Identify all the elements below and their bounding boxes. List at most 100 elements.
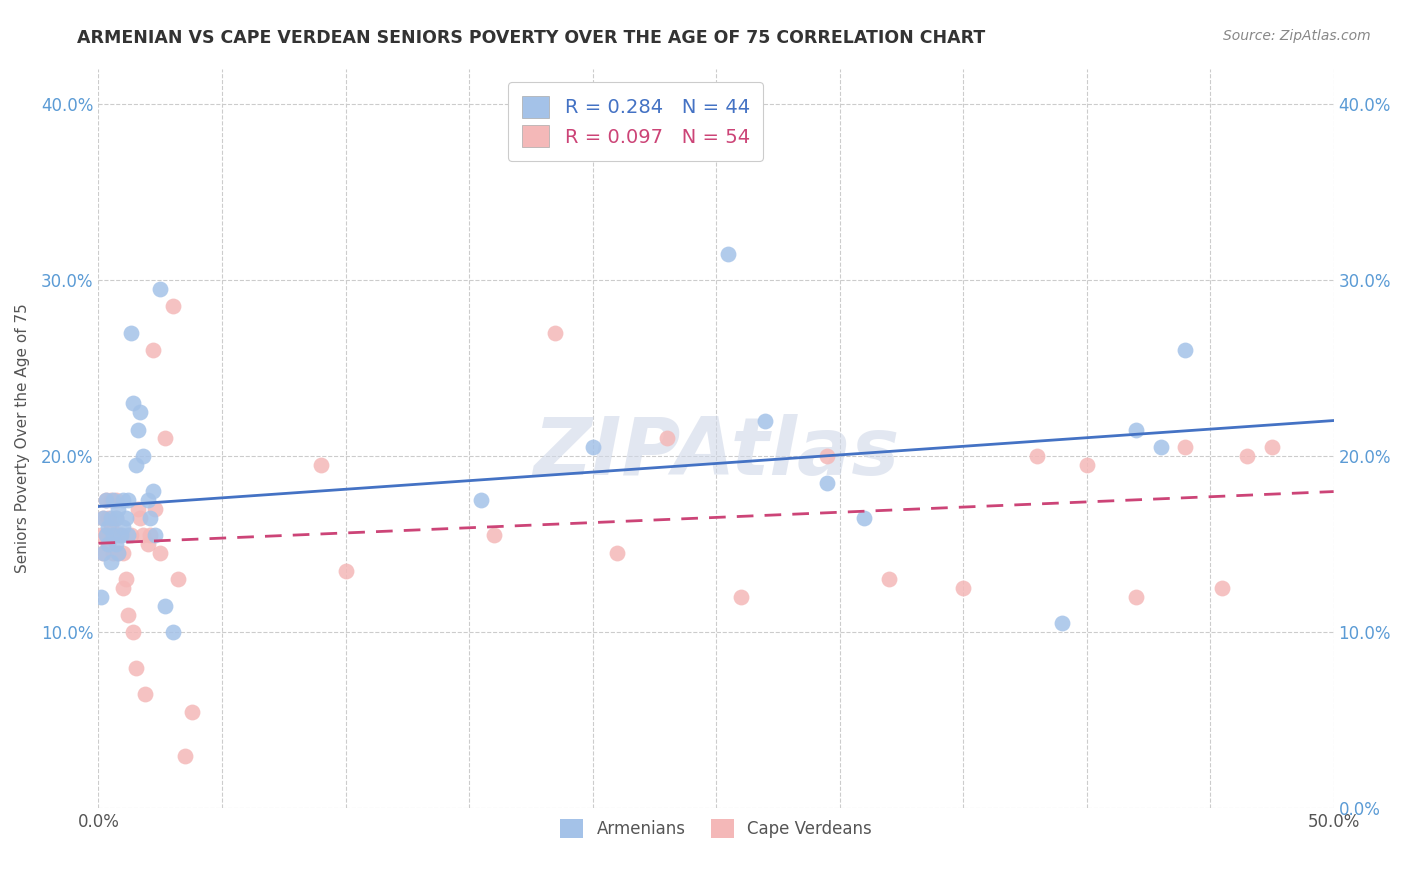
Point [93, 510, 115, 524]
Point [181, 705, 204, 719]
Point [143, 502, 166, 516]
Point [162, 299, 184, 313]
Point [103, 493, 125, 508]
Point [93, 546, 115, 560]
Point [110, 528, 132, 542]
Point [1174, 343, 1197, 358]
Point [107, 502, 129, 516]
Point [1150, 440, 1173, 454]
Point [100, 555, 122, 569]
Point [103, 546, 125, 560]
Point [717, 246, 740, 260]
Point [853, 510, 876, 524]
Point [117, 493, 139, 508]
Point [124, 660, 146, 674]
Point [309, 458, 332, 472]
Point [94, 493, 117, 508]
Point [1125, 590, 1147, 604]
Point [112, 519, 135, 533]
Point [166, 573, 188, 587]
Point [117, 607, 139, 622]
Point [112, 493, 135, 508]
Point [97, 519, 120, 533]
Point [94, 528, 117, 542]
Point [110, 528, 132, 542]
Point [94, 493, 117, 508]
Point [952, 581, 974, 595]
Point [104, 510, 127, 524]
Point [153, 599, 176, 613]
Point [93, 546, 115, 560]
Point [136, 493, 159, 508]
Point [335, 564, 357, 578]
Point [143, 528, 166, 542]
Point [655, 432, 678, 446]
Point [120, 528, 142, 542]
Point [97, 537, 120, 551]
Point [174, 748, 197, 763]
Point [730, 590, 752, 604]
Point [877, 573, 900, 587]
Point [754, 414, 776, 428]
Point [1261, 440, 1284, 454]
Point [139, 510, 162, 524]
Point [112, 581, 135, 595]
Point [103, 528, 125, 542]
Point [104, 510, 127, 524]
Point [122, 396, 145, 410]
Point [129, 510, 152, 524]
Point [132, 449, 155, 463]
Point [606, 546, 628, 560]
Text: ZIPAtlas: ZIPAtlas [533, 414, 900, 492]
Point [97, 510, 120, 524]
Point [93, 510, 115, 524]
Point [1076, 458, 1098, 472]
Point [815, 449, 838, 463]
Point [132, 528, 155, 542]
Point [544, 326, 567, 340]
Point [162, 625, 184, 640]
Point [1236, 449, 1258, 463]
Y-axis label: Seniors Poverty Over the Age of 75: Seniors Poverty Over the Age of 75 [15, 303, 30, 574]
Point [117, 528, 139, 542]
Point [124, 458, 146, 472]
Point [129, 405, 152, 419]
Point [90, 590, 112, 604]
Point [127, 423, 149, 437]
Point [815, 475, 838, 490]
Point [100, 493, 122, 508]
Point [153, 432, 176, 446]
Point [470, 493, 492, 508]
Point [112, 546, 135, 560]
Legend: Armenians, Cape Verdeans: Armenians, Cape Verdeans [554, 812, 879, 845]
Point [104, 537, 127, 551]
Point [114, 573, 136, 587]
Point [1125, 423, 1147, 437]
Point [122, 625, 145, 640]
Point [1211, 581, 1233, 595]
Point [1026, 449, 1049, 463]
Point [1050, 616, 1073, 631]
Point [97, 537, 120, 551]
Point [107, 528, 129, 542]
Point [107, 546, 129, 560]
Point [94, 528, 117, 542]
Point [482, 528, 505, 542]
Point [581, 440, 603, 454]
Point [104, 493, 127, 508]
Point [142, 343, 165, 358]
Point [107, 546, 129, 560]
Point [149, 282, 172, 296]
Point [136, 537, 159, 551]
Point [100, 510, 122, 524]
Point [127, 502, 149, 516]
Point [114, 510, 136, 524]
Point [142, 484, 165, 499]
Point [103, 528, 125, 542]
Point [134, 687, 156, 701]
Point [120, 326, 142, 340]
Text: ARMENIAN VS CAPE VERDEAN SENIORS POVERTY OVER THE AGE OF 75 CORRELATION CHART: ARMENIAN VS CAPE VERDEAN SENIORS POVERTY… [77, 29, 986, 46]
Point [100, 519, 122, 533]
Point [90, 528, 112, 542]
Point [1174, 440, 1197, 454]
